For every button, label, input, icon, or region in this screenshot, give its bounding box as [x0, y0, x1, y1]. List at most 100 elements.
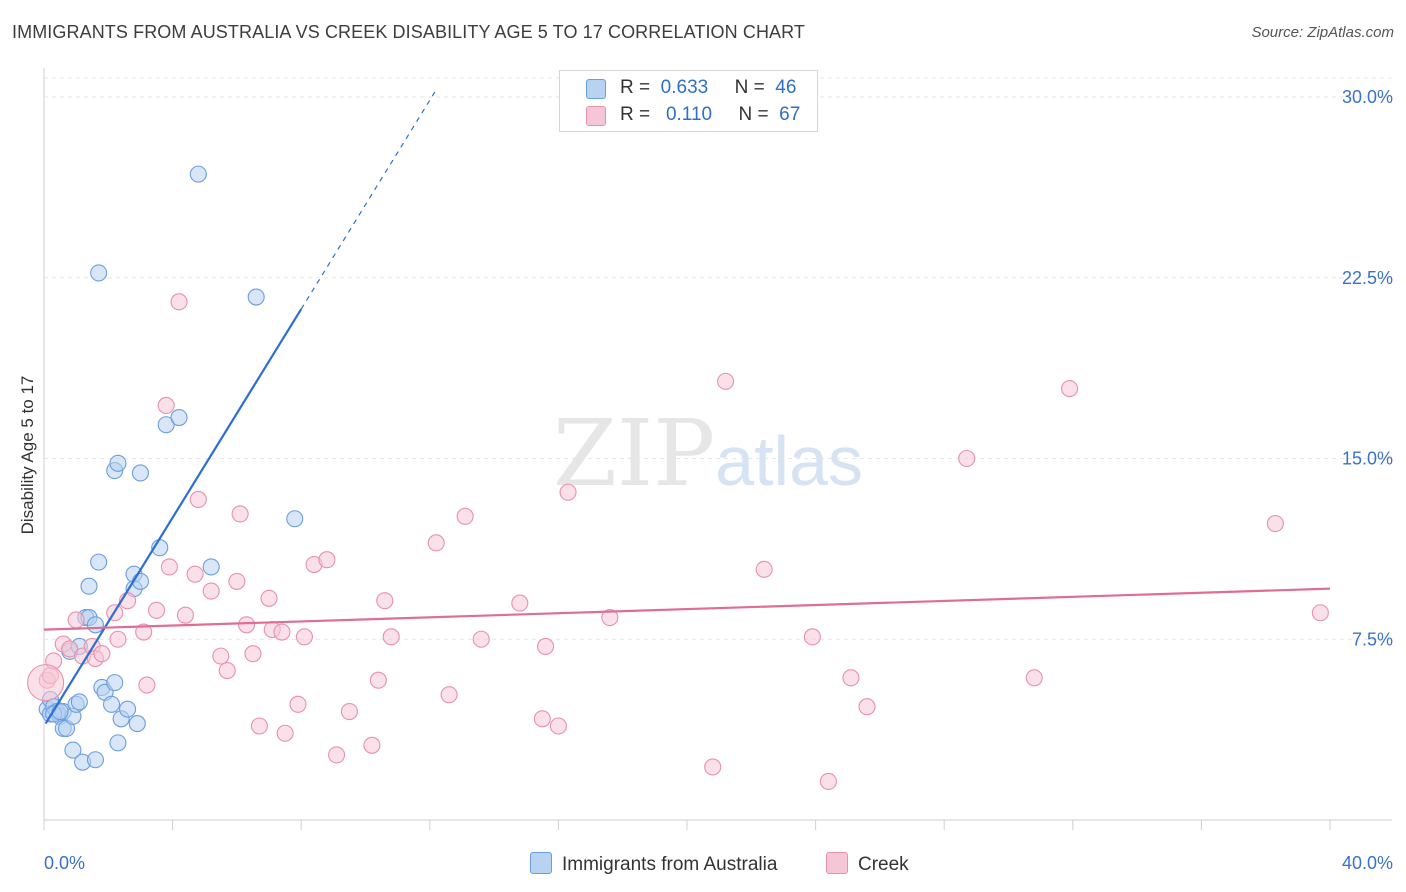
- creek-point: [289, 695, 307, 713]
- watermark-atlas: atlas: [715, 422, 864, 500]
- australia-point: [131, 572, 149, 590]
- australia-point: [119, 700, 137, 718]
- stats-legend: R = 0.633 N = 46 R = 0.110 N = 67: [559, 70, 818, 132]
- australia-point: [109, 734, 127, 752]
- bottom-legend-creek-label: Creek: [858, 854, 909, 875]
- watermark-zip: ZIP: [553, 400, 716, 507]
- creek-point: [1025, 669, 1043, 687]
- legend-r-label: R =: [620, 77, 651, 98]
- australia-point: [189, 165, 207, 183]
- creek-point: [549, 717, 567, 735]
- creek-point: [138, 676, 156, 694]
- creek-point: [276, 724, 294, 742]
- creek-point: [819, 772, 838, 790]
- creek-point: [176, 606, 195, 624]
- creek-point: [427, 534, 445, 552]
- australia-point: [170, 408, 188, 427]
- australia-point: [86, 616, 104, 634]
- creek-point: [212, 647, 230, 665]
- x-tick-label: 0.0%: [44, 853, 85, 873]
- creek-point: [601, 609, 619, 627]
- creek-trend-line: [43, 587, 1331, 631]
- y-tick-label: 15.0%: [1342, 449, 1393, 469]
- australia-point: [102, 695, 121, 713]
- chart-title: IMMIGRANTS FROM AUSTRALIA VS CREEK DISAB…: [12, 22, 806, 42]
- australia-point: [286, 510, 304, 528]
- australia-trend-line: [44, 308, 303, 725]
- legend-r-value: 0.110: [665, 104, 713, 125]
- bottom-legend-australia-label: Immigrants from Australia: [562, 854, 778, 875]
- x-tick-label: 40.0%: [1342, 853, 1393, 873]
- bottom-legend-australia: Immigrants from Australia: [530, 852, 777, 876]
- creek-point: [704, 758, 722, 776]
- creek-point: [237, 616, 256, 634]
- creek-point: [842, 669, 860, 687]
- creek-point: [186, 565, 204, 583]
- australia-point: [109, 454, 127, 472]
- creek-point: [318, 551, 336, 569]
- creek-point: [1311, 604, 1329, 622]
- creek-point: [250, 717, 268, 735]
- creek-point: [189, 490, 207, 509]
- australia-point: [80, 577, 98, 595]
- creek-point: [1266, 515, 1284, 533]
- source-credit: Source: ZipAtlas.com: [1251, 24, 1394, 41]
- y-tick-label: 7.5%: [1352, 629, 1393, 649]
- creek-point: [202, 582, 220, 600]
- australia-point: [131, 464, 149, 482]
- creek-point: [157, 396, 175, 415]
- creek-point: [958, 449, 976, 468]
- creek-point: [363, 736, 381, 754]
- australia-point: [90, 264, 108, 282]
- legend-r-label: R =: [620, 104, 651, 125]
- y-tick-label: 30.0%: [1342, 87, 1393, 107]
- creek-point: [160, 558, 178, 576]
- creek-point: [472, 630, 490, 648]
- australia-point: [90, 553, 108, 571]
- bottom-legend-creek: Creek: [826, 852, 909, 876]
- australia-point: [128, 715, 146, 733]
- creek-point: [273, 623, 291, 641]
- watermark: ZIPatlas: [553, 400, 863, 507]
- legend-r-value: 0.633: [660, 77, 709, 98]
- australia-point: [202, 558, 220, 576]
- creek-point: [533, 710, 551, 728]
- creek-point: [260, 589, 278, 607]
- creek-point: [27, 664, 65, 702]
- creek-point: [170, 293, 188, 311]
- legend-n-value: 67: [779, 104, 801, 125]
- legend-swatch-pink-icon: [586, 106, 606, 126]
- creek-point: [67, 611, 85, 629]
- australia-point: [247, 288, 265, 306]
- creek-point: [109, 630, 127, 648]
- bottom-legend-pink-swatch-icon: [826, 852, 848, 874]
- legend-n-value: 46: [775, 77, 797, 98]
- creek-point: [218, 662, 236, 680]
- legend-n-label: N =: [738, 104, 769, 125]
- creek-point: [456, 507, 474, 525]
- creek-point: [340, 702, 358, 721]
- creek-point: [228, 572, 246, 590]
- y-tick-label: 22.5%: [1342, 268, 1393, 288]
- creek-point: [382, 628, 400, 646]
- bottom-legend-blue-swatch-icon: [530, 852, 552, 874]
- legend-n-label: N =: [734, 77, 765, 98]
- australia-point: [106, 674, 124, 692]
- creek-point: [369, 671, 387, 689]
- creek-point: [61, 640, 79, 658]
- creek-point: [858, 698, 876, 716]
- creek-point: [755, 560, 773, 578]
- creek-point: [93, 645, 111, 663]
- y-axis-label: Disability Age 5 to 17: [18, 375, 37, 535]
- creek-point: [376, 592, 394, 610]
- creek-point: [244, 645, 262, 663]
- creek-point: [440, 686, 458, 704]
- australia-point: [70, 693, 88, 711]
- creek-point: [717, 372, 735, 390]
- australia-trend-extension: [300, 89, 437, 310]
- creek-point: [135, 623, 153, 641]
- creek-point: [511, 594, 529, 612]
- australia-point: [64, 741, 82, 759]
- creek-point: [559, 483, 577, 501]
- creek-point: [231, 505, 249, 523]
